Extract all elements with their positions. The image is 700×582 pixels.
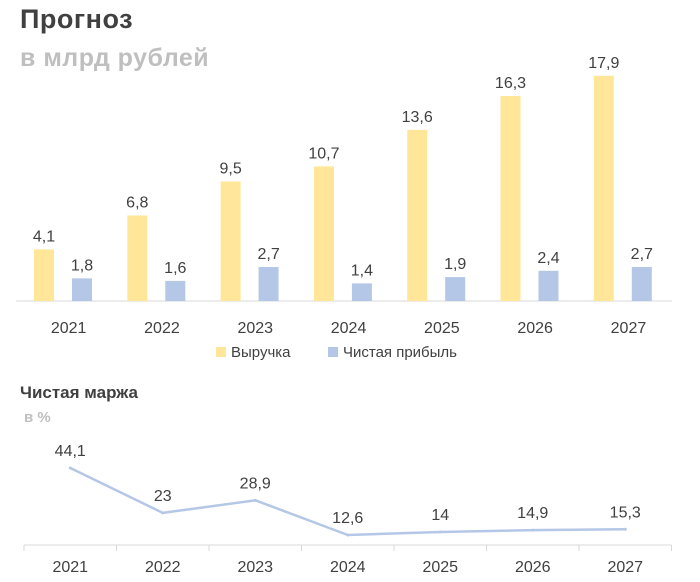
net-margin-point-2026 [531,528,535,532]
net-margin-point-2024 [346,533,350,537]
line-x-tick-label-2027: 2027 [607,559,643,576]
net-margin-point-2027 [623,527,627,531]
line-x-tick-label-2026: 2026 [515,559,551,576]
line-x-tick-label-2024: 2024 [330,559,366,576]
net-margin-point-2022 [161,511,165,515]
bar-x-tick-label-2024: 2024 [331,320,367,337]
margin-chart-subtitle: в % [24,409,51,426]
revenue-bar-2027 [593,75,614,301]
net-margin-value-label-2027: 15,3 [610,504,641,521]
profit-bar-2022 [165,280,186,301]
net-margin-point-2023 [253,498,257,502]
line-x-tick-label-2025: 2025 [422,559,458,576]
net-margin-point-2025 [438,530,442,534]
net-margin-value-label-2023: 28,9 [240,475,271,492]
revenue-value-label-2021: 4,1 [33,228,55,245]
profit-bar-2021 [72,278,92,301]
net-margin-value-label-2024: 12,6 [332,510,363,527]
revenue-bar-2025 [407,129,428,301]
net-margin-value-label-2021: 44,1 [55,443,86,460]
profit-value-label-2026: 2,4 [537,250,559,267]
net-margin-point-2021 [68,466,72,470]
profit-bar-2026 [538,270,559,301]
profit-value-label-2024: 1,4 [351,262,373,279]
legend-label-0: Выручка [231,344,291,361]
bar-x-tick-label-2026: 2026 [517,320,553,337]
revenue-value-label-2027: 17,9 [588,55,619,72]
profit-bar-2027 [631,267,652,301]
revenue-bar-2024 [313,166,334,301]
legend-swatch-1 [328,347,338,357]
bar-x-tick-label-2023: 2023 [237,320,273,337]
legend-label-1: Чистая прибыль [343,344,457,361]
bar-x-tick-label-2027: 2027 [611,320,647,337]
profit-bar-2023 [258,267,279,301]
legend-swatch-0 [216,347,226,357]
revenue-value-label-2023: 9,5 [219,160,241,177]
revenue-bar-2022 [127,215,148,301]
bar-x-tick-label-2022: 2022 [144,320,180,337]
revenue-value-label-2024: 10,7 [308,145,339,162]
revenue-value-label-2022: 6,8 [126,194,148,211]
revenue-value-label-2026: 16,3 [495,75,526,92]
line-x-tick-label-2022: 2022 [145,559,181,576]
profit-value-label-2023: 2,7 [257,246,279,263]
chart-subtitle: в млрд рублей [20,44,210,72]
profit-bar-2024 [351,283,372,301]
line-x-tick-label-2023: 2023 [237,559,273,576]
revenue-bar-2021 [34,249,54,301]
profit-value-label-2027: 2,7 [631,246,653,263]
revenue-value-label-2025: 13,6 [402,109,433,126]
net-margin-value-label-2025: 14 [431,507,449,524]
revenue-bar-2026 [500,95,521,301]
bar-x-tick-label-2025: 2025 [424,320,460,337]
profit-value-label-2022: 1,6 [164,260,186,277]
line-x-tick-label-2021: 2021 [52,559,88,576]
net-margin-value-label-2022: 23 [154,488,172,505]
profit-bar-2025 [445,277,466,301]
margin-chart-title: Чистая маржа [20,383,138,402]
bar-x-tick-label-2021: 2021 [51,320,87,337]
net-margin-value-label-2026: 14,9 [517,505,548,522]
chart-title: Прогноз [20,4,134,34]
revenue-bar-2023 [220,181,241,301]
profit-value-label-2025: 1,9 [444,256,466,273]
profit-value-label-2021: 1,8 [71,257,93,274]
